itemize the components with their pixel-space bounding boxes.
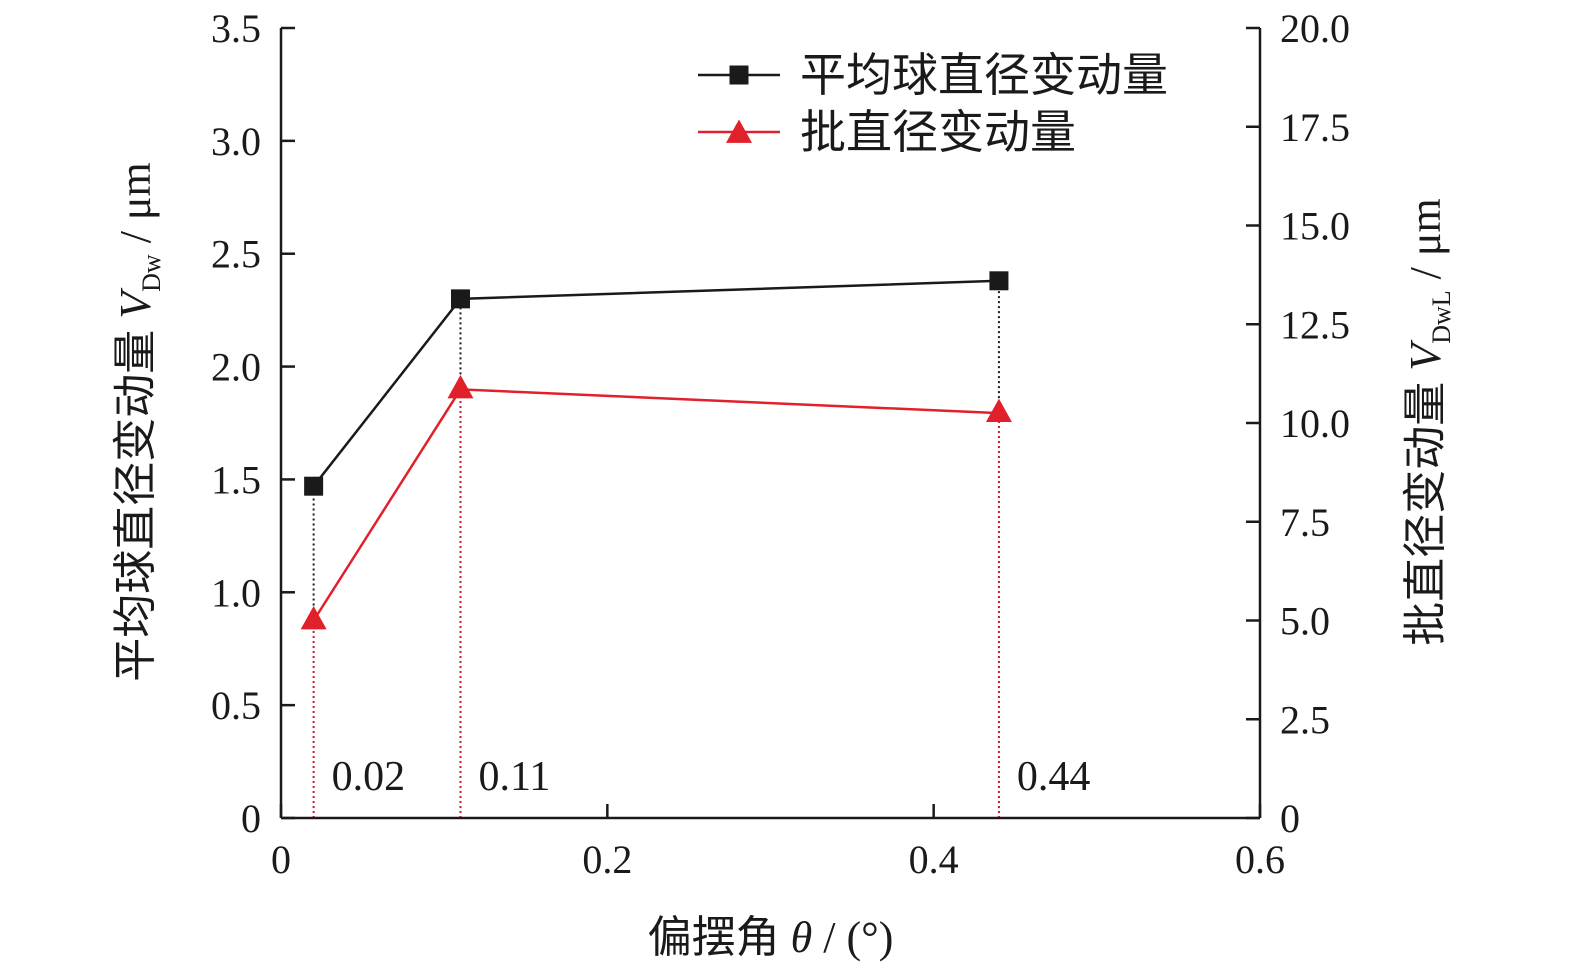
right-y-tick-label: 15.0 [1280,204,1350,249]
left-axis-title-main: 平均球直径变动量 [111,319,160,682]
x-axis-title-symbol: θ [791,913,813,962]
right-y-tick-label: 7.5 [1280,500,1330,545]
point-batch [985,398,1012,423]
left-axis-title: 平均球直径变动量 VDw / μm [111,162,166,682]
right-y-tick-label: 2.5 [1280,697,1330,742]
left-axis-title-symbol: V [111,287,160,319]
left-y-tick-label: 3.5 [211,6,261,51]
right-y-tick-label: 10.0 [1280,401,1350,446]
legend-label-mean: 平均球直径变动量 [800,50,1168,101]
right-y-tick-label: 20.0 [1280,6,1350,51]
right-y-tick-label: 0 [1280,796,1300,841]
point-batch [300,605,327,630]
right-axis-title-unit: / μm [1401,198,1450,290]
right-y-tick-label: 5.0 [1280,599,1330,644]
point-mean [450,289,470,309]
right-axis-title-symbol: V [1401,339,1450,371]
left-y-tick-label: 2.5 [211,232,261,277]
right-y-tick-label: 12.5 [1280,302,1350,347]
left-y-tick-label: 0.5 [211,683,261,728]
right-axis-title-main: 批直径变动量 [1401,371,1450,646]
axes: 0 0.2 0.4 0.600.51.01.52.02.53.03.502.55.07… [211,6,1350,882]
series-line-batch [312,388,999,622]
x-tick-label: 0 [271,837,291,882]
right-y-tick-label: 17.5 [1280,105,1350,150]
x-tick-label: 0.4 [909,837,959,882]
x-annotation: 0.02 [332,754,406,800]
left-axis-title-unit: / μm [111,162,160,254]
series-line-mean [312,279,999,487]
legend-label-batch: 批直径变动量 [800,107,1076,158]
right-axis-title: 批直径变动量 VDwL / μm [1401,198,1456,645]
series-layer [300,65,1012,630]
right-axis-title-subscript: DwL [1427,290,1456,343]
left-y-tick-label: 2.0 [211,345,261,390]
left-y-tick-label: 3.0 [211,119,261,164]
x-axis-title-unit: / (°) [812,913,893,962]
guide-lines [312,280,1000,818]
x-annotation: 0.11 [478,754,550,800]
x-axis-title-main: 偏摆角 [648,913,791,962]
left-y-tick-label: 1.5 [211,457,261,502]
x-axis-title: 偏摆角 θ / (°) [648,913,894,962]
point-batch [447,374,474,399]
x-annotation: 0.44 [1017,754,1091,800]
left-axis-title-subscript: Dw [137,254,166,292]
left-y-tick-label: 1.0 [211,570,261,615]
x-tick-label: 0.6 [1235,837,1285,882]
point-mean [989,271,1009,291]
x-tick-label: 0.2 [582,837,632,882]
point-mean [304,476,324,496]
left-y-tick-label: 0 [241,796,261,841]
